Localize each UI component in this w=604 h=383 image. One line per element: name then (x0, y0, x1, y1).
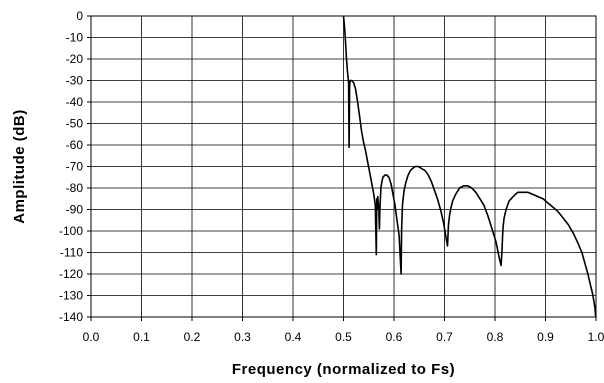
y-tick-label: -110 (60, 246, 83, 260)
frequency-response-line (342, 15, 597, 318)
y-tick-label: -120 (59, 267, 83, 281)
x-tick-label: 0.2 (184, 330, 201, 344)
x-tick-label: 0.0 (83, 330, 100, 344)
x-tick-label: 0.5 (335, 330, 352, 344)
y-tick-label: -10 (66, 31, 84, 45)
x-tick-label: 0.8 (487, 330, 504, 344)
y-tick-label: -70 (66, 160, 84, 174)
x-axis-title: Frequency (normalized to Fs) (232, 361, 455, 378)
x-tick-label: 0.9 (537, 330, 554, 344)
grid-lines (90, 15, 597, 318)
x-tick-label: 0.3 (234, 330, 251, 344)
y-tick-label: -30 (66, 74, 84, 88)
x-tick-label: 0.6 (386, 330, 403, 344)
x-tick-label: 0.7 (436, 330, 453, 344)
x-tick-label: 0.1 (133, 330, 150, 344)
plot-area-frame (90, 15, 597, 318)
y-tick-label: -140 (59, 310, 83, 324)
y-tick-label: -80 (66, 181, 84, 195)
y-axis-ticks: 0 -10 -20 -30 -40 -50 -60 -70 -80 -90 -100 -110 -120… (59, 9, 91, 324)
y-tick-label: 0 (76, 9, 83, 23)
x-tick-label: 0.4 (285, 330, 302, 344)
y-tick-label: -130 (59, 289, 83, 303)
y-tick-label: -100 (59, 224, 83, 238)
y-tick-label: -40 (66, 95, 84, 109)
y-tick-label: -60 (66, 138, 84, 152)
x-tick-label: 1.0 (588, 330, 604, 344)
y-tick-label: -20 (66, 52, 84, 66)
y-tick-label: -90 (66, 203, 84, 217)
x-axis-ticks: 0.0 0.1 0.2 0.3 0.4 0.5 0.6 0.7 0.8 0.9 1.0 (83, 317, 604, 344)
y-axis-title: Amplitude (dB) (11, 109, 28, 223)
y-tick-label: -50 (66, 117, 84, 131)
